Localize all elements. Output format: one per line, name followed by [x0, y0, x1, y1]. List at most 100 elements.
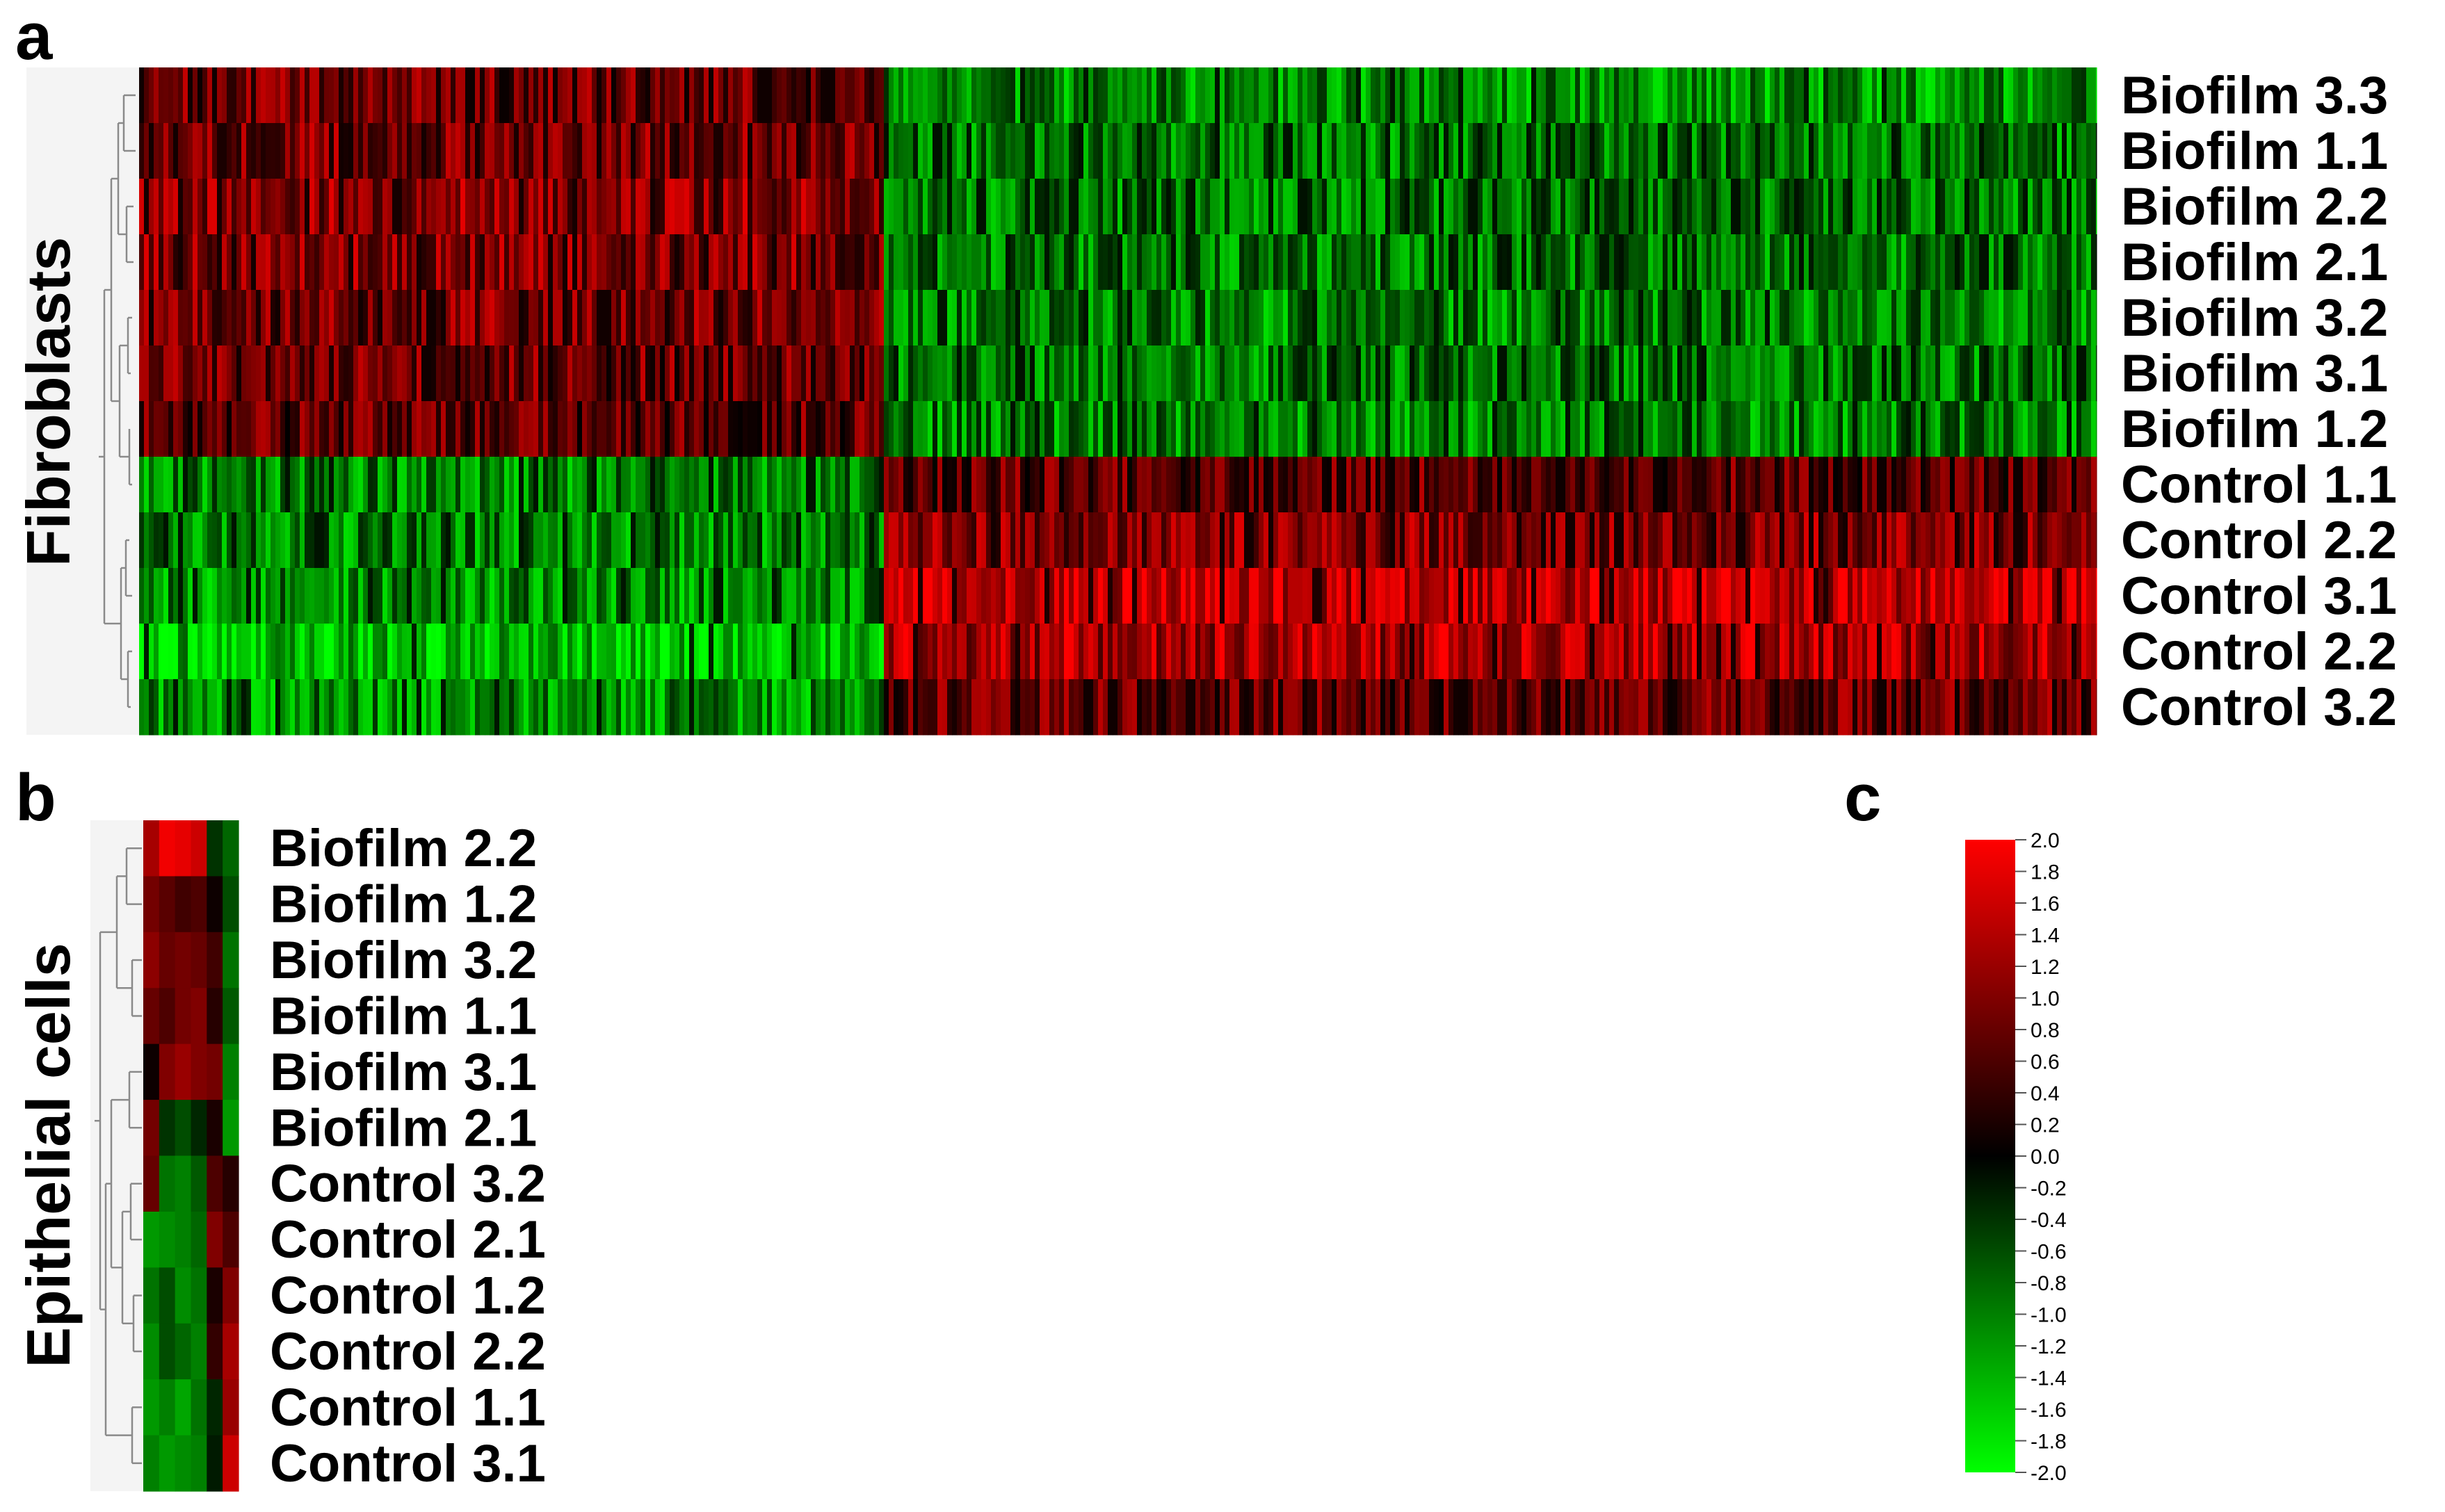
heatmap-a-cell: [2028, 234, 2033, 291]
heatmap-a-cell: [713, 123, 719, 179]
heatmap-a-cell: [1770, 290, 1775, 346]
heatmap-a-cell: [1264, 457, 1269, 513]
heatmap-a-cell: [1502, 234, 1508, 291]
heatmap-a-cell: [1872, 679, 1878, 735]
heatmap-a-cell: [2062, 401, 2067, 457]
heatmap-a-cell: [611, 568, 617, 624]
heatmap-a-cell: [266, 401, 271, 457]
heatmap-a-cell: [1955, 346, 1960, 402]
heatmap-a-cell: [748, 67, 753, 124]
heatmap-a-cell: [1044, 457, 1050, 513]
heatmap-a-cell: [1239, 179, 1245, 235]
heatmap-a-cell: [261, 234, 266, 291]
heatmap-a-cell: [1083, 234, 1089, 291]
heatmap-a-cell: [373, 624, 378, 680]
heatmap-a-cell: [821, 346, 826, 402]
heatmap-a-cell: [1804, 234, 1809, 291]
heatmap-a-cell: [748, 568, 753, 624]
heatmap-a-cell: [1794, 679, 1800, 735]
heatmap-a-cell: [305, 234, 310, 291]
heatmap-a-cell: [1940, 679, 1946, 735]
heatmap-a-cell: [154, 568, 159, 624]
heatmap-a-cell: [397, 457, 403, 513]
heatmap-a-cell: [1531, 123, 1537, 179]
heatmap-a-cell: [490, 512, 495, 569]
heatmap-a-cell: [519, 346, 524, 402]
heatmap-a-cell: [923, 512, 928, 569]
heatmap-a-cell: [1439, 512, 1444, 569]
heatmap-a-cell: [1074, 457, 1079, 513]
heatmap-a-cell: [490, 568, 495, 624]
heatmap-a-cell: [193, 568, 198, 624]
heatmap-a-cell: [728, 346, 734, 402]
heatmap-a-cell: [947, 624, 953, 680]
heatmap-a-cell: [1599, 346, 1605, 402]
heatmap-a-cell: [1526, 123, 1532, 179]
heatmap-a-cell: [937, 568, 943, 624]
heatmap-a-cell: [1818, 401, 1824, 457]
heatmap-a-cell: [1989, 457, 1994, 513]
heatmap-a-cell: [2057, 679, 2063, 735]
heatmap-a-cell: [256, 123, 261, 179]
heatmap-a-cell: [407, 67, 412, 124]
heatmap-a-cell: [329, 401, 334, 457]
heatmap-a-cell: [1507, 179, 1512, 235]
heatmap-a-cell: [149, 457, 154, 513]
heatmap-a-cell: [1522, 179, 1527, 235]
heatmap-a-cell: [202, 457, 208, 513]
heatmap-a-cell: [305, 624, 310, 680]
heatmap-a-cell: [1595, 401, 1600, 457]
heatmap-a-cell: [757, 512, 763, 569]
heatmap-a-cell: [1911, 346, 1917, 402]
heatmap-a-cell: [1775, 679, 1780, 735]
heatmap-a-cell: [631, 679, 636, 735]
heatmap-a-cell: [1142, 290, 1147, 346]
heatmap-a-cell: [1658, 290, 1663, 346]
heatmap-a-cell: [1234, 290, 1240, 346]
heatmap-a-cell: [480, 234, 485, 291]
heatmap-a-cell: [1390, 179, 1396, 235]
heatmap-a-cell: [913, 679, 919, 735]
heatmap-a-cell: [368, 67, 373, 124]
heatmap-a-cell: [494, 123, 500, 179]
heatmap-a-cell: [1969, 179, 1975, 235]
heatmap-a-cell: [1439, 568, 1444, 624]
heatmap-a-cell: [1595, 346, 1600, 402]
heatmap-a-cell: [533, 234, 539, 291]
heatmap-a-cell: [509, 234, 515, 291]
heatmap-a-cell: [1414, 624, 1420, 680]
heatmap-a-cell: [139, 346, 145, 402]
heatmap-a-cell: [1083, 457, 1089, 513]
heatmap-a-cell: [1186, 123, 1191, 179]
heatmap-a-cell: [1288, 512, 1293, 569]
heatmap-a-cell: [1969, 512, 1975, 569]
heatmap-a-cell: [1424, 679, 1430, 735]
heatmap-a-cell: [159, 568, 164, 624]
heatmap-a-cell: [2023, 67, 2028, 124]
heatmap-a-cell: [1254, 67, 1259, 124]
heatmap-a-cell: [280, 512, 286, 569]
heatmap-a-cell: [957, 679, 962, 735]
heatmap-a-cell: [1736, 568, 1741, 624]
heatmap-a-cell: [1891, 512, 1897, 569]
heatmap-a-cell: [232, 401, 237, 457]
heatmap-a-cell: [1741, 568, 1746, 624]
heatmap-a-cell: [1585, 512, 1590, 569]
heatmap-a-cell: [864, 679, 870, 735]
heatmap-a-cell: [1848, 679, 1853, 735]
heatmap-a-cell: [1663, 624, 1668, 680]
heatmap-a-cell: [1682, 179, 1688, 235]
heatmap-a-cell: [1522, 679, 1527, 735]
heatmap-a-cell: [1974, 346, 1980, 402]
heatmap-a-cell: [1040, 679, 1045, 735]
heatmap-a-cell: [782, 234, 787, 291]
heatmap-a-cell: [280, 67, 286, 124]
heatmap-a-cell: [1731, 290, 1736, 346]
heatmap-a-cell: [1390, 679, 1396, 735]
heatmap-a-cell: [285, 290, 291, 346]
heatmap-a-cell: [616, 568, 622, 624]
heatmap-a-cell: [864, 401, 870, 457]
heatmap-a-cell: [962, 234, 967, 291]
heatmap-a-cell: [1069, 290, 1074, 346]
heatmap-a-cell: [519, 123, 524, 179]
